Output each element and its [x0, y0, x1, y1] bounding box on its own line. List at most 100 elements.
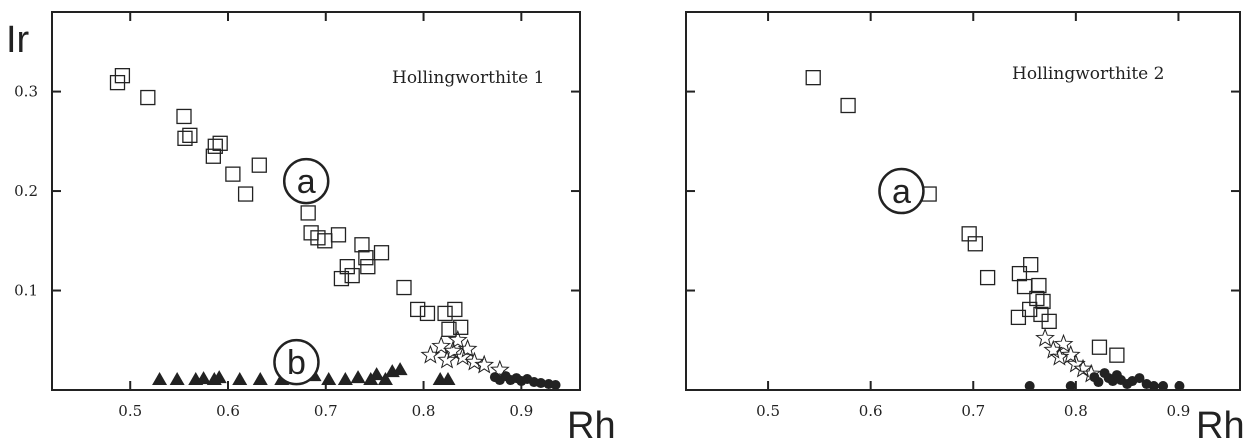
circle-point [1174, 381, 1185, 392]
star-point [1035, 327, 1055, 347]
circle-point [550, 380, 561, 391]
circle-point [1148, 381, 1159, 392]
triangle-point [369, 367, 385, 381]
square-point [373, 245, 390, 261]
square-point [339, 259, 355, 275]
x-axis-label-right: Rh [1196, 405, 1245, 440]
star-point [420, 344, 441, 364]
triangle-point [321, 372, 337, 386]
group-label-a: a [297, 163, 316, 201]
x-axis-label-left: Rh [567, 405, 616, 440]
y-axis-label: Ir [6, 19, 30, 61]
x-tick-label: 0.8 [412, 402, 436, 420]
square-point [1011, 265, 1028, 282]
square-point [237, 186, 254, 202]
square-point [1035, 293, 1051, 310]
star-point [489, 359, 510, 379]
circle-point [1158, 381, 1169, 392]
star-point [447, 329, 468, 349]
triangle-point [392, 362, 408, 376]
group-label-circle [273, 338, 320, 386]
square-point [114, 68, 131, 84]
triangle-point [440, 372, 456, 386]
star-point [442, 340, 463, 360]
square-point [979, 269, 996, 286]
y-tick-label: 0.2 [14, 182, 38, 200]
square-point [354, 237, 370, 253]
circle-point [1065, 381, 1076, 392]
star-point [431, 335, 452, 355]
square-point [840, 97, 856, 114]
group-label-a: a [892, 173, 911, 211]
square-point [1031, 277, 1047, 294]
plot-frame [51, 11, 581, 391]
triangle-point [350, 370, 366, 384]
y-tick-label: 0.3 [14, 83, 38, 101]
square-point [967, 236, 983, 252]
square-point [182, 127, 198, 143]
square-point [1023, 257, 1039, 273]
star-point [457, 338, 478, 358]
square-point [207, 138, 223, 154]
square-point [360, 259, 376, 275]
triangle-point [337, 372, 353, 386]
chart-panel-left: Hollingworthite 1 0.5 0.6 0.7 0.8 0.9 0.1 0.2 0… [14, 11, 581, 420]
star-point [437, 349, 457, 369]
group-label-circle [878, 167, 925, 215]
circle-point [1024, 381, 1035, 392]
star-point [474, 354, 495, 374]
x-tick-label: 0.9 [1167, 402, 1191, 420]
square-point [330, 227, 347, 243]
square-point [177, 130, 193, 146]
square-point [1041, 313, 1057, 330]
star-point [1049, 346, 1070, 366]
square-point [441, 321, 457, 337]
circle-point [1093, 377, 1104, 388]
square-point [447, 301, 463, 318]
square-point [225, 166, 241, 182]
triangle-point [377, 372, 393, 386]
triangle-point [196, 371, 212, 385]
square-point [333, 270, 350, 287]
plot-frame [685, 11, 1241, 391]
triangle-point [252, 372, 268, 386]
square-point [1029, 290, 1045, 307]
square-point [419, 305, 436, 322]
triangle-point [232, 372, 248, 386]
square-point [453, 319, 469, 335]
square-point [251, 157, 267, 173]
square-point [176, 108, 192, 125]
square-point [344, 267, 360, 284]
square-point [805, 70, 821, 86]
square-point [437, 305, 453, 322]
square-point [410, 301, 426, 318]
square-point [358, 250, 374, 266]
x-tick-label: 0.5 [118, 402, 142, 420]
square-point [140, 89, 156, 106]
square-point [1010, 309, 1027, 326]
star-point [464, 351, 485, 371]
triangle-point [169, 372, 185, 386]
circle-point [535, 378, 546, 389]
triangle-point [152, 372, 168, 386]
x-tick-label: 0.5 [756, 402, 780, 420]
x-tick-label: 0.7 [314, 402, 338, 420]
circle-point [1134, 373, 1145, 384]
square-point [300, 205, 316, 221]
chart-panel-right: Hollingworthite 2 0.5 0.6 0.7 0.8 0.9 a [685, 11, 1241, 420]
star-point [1053, 333, 1074, 353]
square-point [1091, 339, 1108, 355]
group-label-b: b [287, 344, 306, 382]
x-tick-label: 0.9 [509, 402, 533, 420]
x-tick-label: 0.7 [961, 402, 985, 420]
square-point [961, 226, 977, 242]
star-point [1073, 358, 1093, 378]
x-tick-label: 0.6 [859, 402, 883, 420]
star-point [1060, 344, 1081, 364]
square-point [1109, 347, 1125, 363]
triangle-point [211, 370, 227, 384]
x-tick-label: 0.6 [216, 402, 240, 420]
panel-title: Hollingworthite 2 [1012, 64, 1164, 84]
group-label-circle [282, 157, 330, 205]
